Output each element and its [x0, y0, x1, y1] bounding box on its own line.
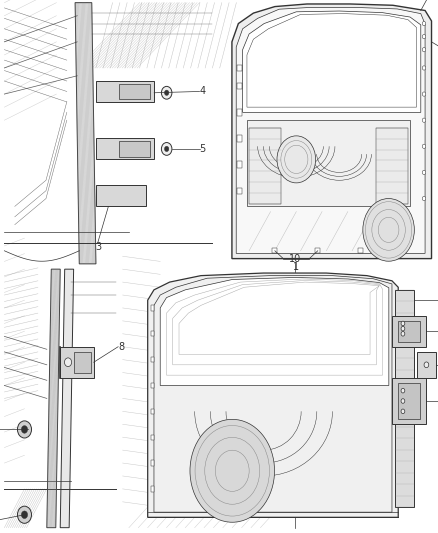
- Polygon shape: [60, 269, 74, 528]
- Polygon shape: [151, 383, 154, 388]
- Polygon shape: [96, 185, 146, 206]
- Polygon shape: [151, 486, 154, 491]
- Text: 5: 5: [199, 144, 206, 154]
- Polygon shape: [237, 188, 242, 194]
- Circle shape: [18, 421, 32, 438]
- Polygon shape: [392, 316, 427, 347]
- Polygon shape: [151, 434, 154, 440]
- Polygon shape: [390, 248, 396, 253]
- Polygon shape: [151, 461, 154, 466]
- Circle shape: [422, 171, 426, 175]
- Polygon shape: [272, 248, 277, 253]
- Circle shape: [164, 146, 169, 151]
- Circle shape: [64, 358, 72, 367]
- Circle shape: [401, 321, 405, 326]
- Polygon shape: [47, 269, 60, 528]
- Circle shape: [277, 136, 316, 183]
- Polygon shape: [398, 383, 420, 419]
- Circle shape: [424, 362, 429, 368]
- Circle shape: [363, 199, 414, 261]
- Circle shape: [401, 409, 405, 414]
- Polygon shape: [247, 14, 417, 107]
- Polygon shape: [315, 248, 320, 253]
- Circle shape: [422, 35, 426, 39]
- Polygon shape: [75, 3, 96, 264]
- Circle shape: [190, 419, 275, 522]
- Polygon shape: [237, 83, 242, 90]
- Polygon shape: [376, 128, 408, 204]
- Polygon shape: [74, 352, 92, 373]
- Circle shape: [77, 358, 84, 367]
- Circle shape: [422, 66, 426, 70]
- Polygon shape: [398, 321, 420, 342]
- Polygon shape: [148, 273, 398, 518]
- Circle shape: [422, 92, 426, 96]
- Text: 10: 10: [289, 254, 301, 264]
- Circle shape: [401, 399, 405, 403]
- Polygon shape: [249, 128, 281, 204]
- Circle shape: [161, 142, 172, 155]
- Polygon shape: [395, 290, 414, 507]
- Polygon shape: [60, 347, 94, 378]
- Text: 1: 1: [293, 262, 299, 271]
- Circle shape: [164, 90, 169, 95]
- Circle shape: [401, 332, 405, 336]
- Circle shape: [21, 511, 28, 519]
- Circle shape: [422, 197, 426, 201]
- Polygon shape: [392, 378, 427, 424]
- Circle shape: [18, 506, 32, 523]
- Circle shape: [401, 389, 405, 393]
- Polygon shape: [151, 305, 154, 311]
- Circle shape: [422, 21, 426, 26]
- Polygon shape: [237, 64, 242, 71]
- Text: 4: 4: [200, 86, 205, 96]
- Polygon shape: [243, 11, 421, 112]
- Polygon shape: [151, 331, 154, 336]
- Polygon shape: [151, 409, 154, 414]
- Circle shape: [422, 118, 426, 123]
- Polygon shape: [232, 4, 431, 259]
- Polygon shape: [237, 135, 242, 142]
- Polygon shape: [119, 84, 150, 99]
- Polygon shape: [119, 141, 150, 157]
- Polygon shape: [247, 120, 410, 206]
- Circle shape: [422, 47, 426, 52]
- Polygon shape: [96, 81, 154, 102]
- Polygon shape: [96, 139, 154, 159]
- Polygon shape: [237, 109, 242, 116]
- Polygon shape: [236, 7, 425, 253]
- Polygon shape: [151, 357, 154, 362]
- Circle shape: [21, 426, 28, 433]
- Text: 3: 3: [95, 242, 101, 252]
- Circle shape: [422, 144, 426, 148]
- Circle shape: [161, 86, 172, 99]
- Text: 8: 8: [119, 342, 125, 352]
- Polygon shape: [237, 161, 242, 168]
- Polygon shape: [358, 248, 364, 253]
- Polygon shape: [160, 278, 389, 385]
- Circle shape: [401, 326, 405, 331]
- Polygon shape: [417, 352, 436, 378]
